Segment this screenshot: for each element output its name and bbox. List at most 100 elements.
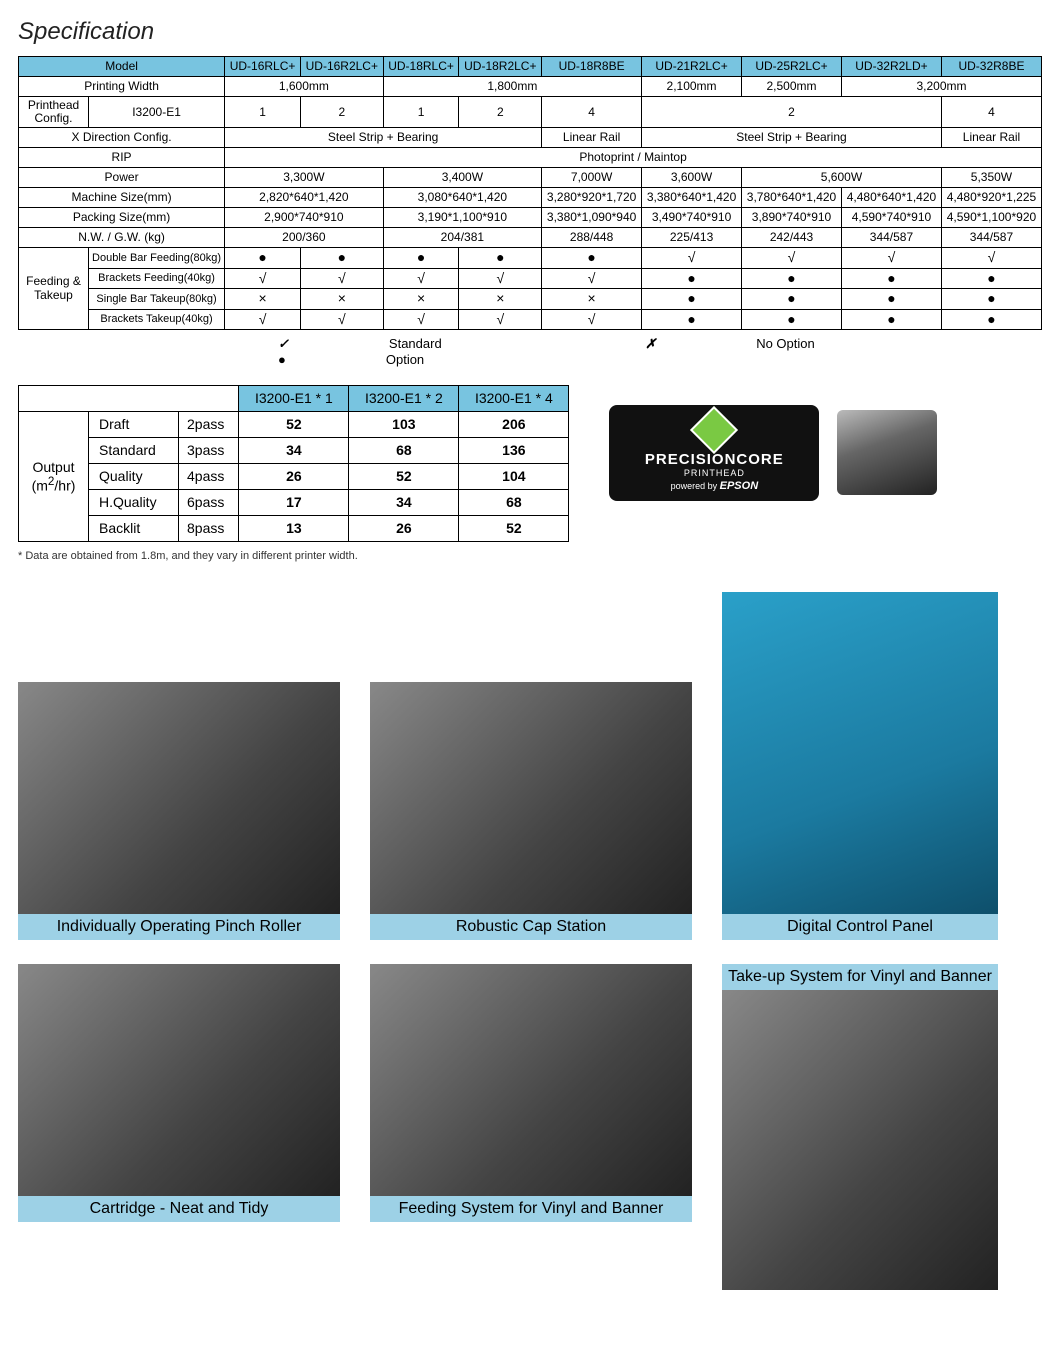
spec-row-label: Packing Size(mm) bbox=[19, 208, 225, 228]
spec-cell: 3,380*1,090*940 bbox=[542, 208, 642, 228]
spec-cell: 4,480*640*1,420 bbox=[841, 188, 941, 208]
spec-cell: 2 bbox=[642, 97, 942, 128]
feeding-sym: ● bbox=[841, 268, 941, 288]
printhead-photo bbox=[837, 410, 937, 495]
spec-row-label: Printhead Config. bbox=[19, 97, 89, 128]
diamond-icon bbox=[690, 406, 738, 454]
legend-option-sym: ● bbox=[278, 352, 286, 367]
spec-row-label: X Direction Config. bbox=[19, 128, 225, 148]
spec-row-label: Printing Width bbox=[19, 77, 225, 97]
spec-cell: 2,900*740*910 bbox=[225, 208, 384, 228]
model-col: UD-18RLC+ bbox=[383, 57, 459, 77]
spec-cell: 3,400W bbox=[383, 168, 542, 188]
feeding-sym: √ bbox=[642, 248, 742, 268]
feeding-sym: × bbox=[300, 289, 383, 309]
spec-table: Model UD-16RLC+ UD-16R2LC+ UD-18RLC+ UD-… bbox=[18, 56, 1042, 330]
spec-row-label: Machine Size(mm) bbox=[19, 188, 225, 208]
model-label: Model bbox=[19, 57, 225, 77]
feeding-sym: × bbox=[383, 289, 459, 309]
output-mode: H.Quality bbox=[89, 489, 179, 515]
spec-cell: 3,190*1,100*910 bbox=[383, 208, 542, 228]
spec-cell: 3,490*740*910 bbox=[642, 208, 742, 228]
output-group-label: Output(m2/hr) bbox=[19, 411, 89, 541]
output-value: 104 bbox=[459, 463, 569, 489]
spec-cell: Photoprint / Maintop bbox=[225, 148, 1042, 168]
spec-cell: 5,350W bbox=[941, 168, 1041, 188]
spec-cell: 3,780*640*1,420 bbox=[742, 188, 842, 208]
output-mode: Standard bbox=[89, 437, 179, 463]
output-mode: Quality bbox=[89, 463, 179, 489]
feeding-sym: ● bbox=[642, 268, 742, 288]
gallery-caption: Take-up System for Vinyl and Banner bbox=[722, 964, 998, 990]
feeding-sym: ● bbox=[941, 309, 1041, 329]
spec-cell: 4 bbox=[941, 97, 1041, 128]
output-mode: Draft bbox=[89, 411, 179, 437]
model-col: UD-32R8BE bbox=[941, 57, 1041, 77]
feeding-sym: ● bbox=[383, 248, 459, 268]
spec-cell: 2 bbox=[300, 97, 383, 128]
spec-cell: Linear Rail bbox=[542, 128, 642, 148]
feeding-sym: √ bbox=[383, 309, 459, 329]
spec-cell: Steel Strip + Bearing bbox=[225, 128, 542, 148]
feeding-row-label: Single Bar Takeup(80kg) bbox=[89, 289, 225, 309]
gallery-card: Feeding System for Vinyl and Banner bbox=[370, 964, 692, 1222]
spec-cell: 3,200mm bbox=[841, 77, 1041, 97]
spec-cell: 1,800mm bbox=[383, 77, 641, 97]
feeding-sym: ● bbox=[225, 248, 301, 268]
model-col: UD-18R8BE bbox=[542, 57, 642, 77]
spec-cell: 3,600W bbox=[642, 168, 742, 188]
feeding-sym: √ bbox=[383, 268, 459, 288]
feeding-sym: × bbox=[459, 289, 542, 309]
legend-nooption: No Option bbox=[756, 336, 815, 351]
output-pass: 8pass bbox=[179, 515, 239, 541]
output-value: 26 bbox=[349, 515, 459, 541]
feeding-sym: √ bbox=[542, 268, 642, 288]
legend: ✓Standard ✗No Option ●Option bbox=[18, 336, 1042, 367]
feeding-sym: ● bbox=[941, 268, 1041, 288]
output-value: 68 bbox=[459, 489, 569, 515]
feeding-sym: √ bbox=[300, 309, 383, 329]
feeding-sym: √ bbox=[941, 248, 1041, 268]
output-pass: 3pass bbox=[179, 437, 239, 463]
gallery-image bbox=[370, 682, 692, 914]
spec-cell: 200/360 bbox=[225, 228, 384, 248]
spec-cell: 288/448 bbox=[542, 228, 642, 248]
output-value: 206 bbox=[459, 411, 569, 437]
feeding-sym: ● bbox=[742, 309, 842, 329]
output-pass: 6pass bbox=[179, 489, 239, 515]
spec-header-row: Model UD-16RLC+ UD-16R2LC+ UD-18RLC+ UD-… bbox=[19, 57, 1042, 77]
feeding-sym: ● bbox=[642, 289, 742, 309]
feeding-sym: ● bbox=[459, 248, 542, 268]
spec-cell: 204/381 bbox=[383, 228, 542, 248]
feeding-sym: ● bbox=[841, 289, 941, 309]
model-col: UD-16RLC+ bbox=[225, 57, 301, 77]
feeding-sym: × bbox=[542, 289, 642, 309]
spec-cell: 242/443 bbox=[742, 228, 842, 248]
gallery-image bbox=[722, 990, 998, 1290]
gallery-caption: Robustic Cap Station bbox=[370, 914, 692, 940]
gallery-card: Robustic Cap Station bbox=[370, 682, 692, 940]
feeding-sym: ● bbox=[742, 289, 842, 309]
output-value: 13 bbox=[239, 515, 349, 541]
spec-cell: Steel Strip + Bearing bbox=[642, 128, 942, 148]
output-head: I3200-E1 * 2 bbox=[349, 385, 459, 411]
gallery-image bbox=[370, 964, 692, 1196]
feeding-sym: ● bbox=[941, 289, 1041, 309]
output-value: 52 bbox=[459, 515, 569, 541]
feeding-sym: ● bbox=[642, 309, 742, 329]
output-value: 52 bbox=[239, 411, 349, 437]
feeding-group-label: Feeding & Takeup bbox=[19, 248, 89, 330]
spec-cell: Linear Rail bbox=[941, 128, 1041, 148]
spec-cell: 2,100mm bbox=[642, 77, 742, 97]
spec-cell: 2,500mm bbox=[742, 77, 842, 97]
spec-row-sublabel: I3200-E1 bbox=[89, 97, 225, 128]
feeding-sym: √ bbox=[841, 248, 941, 268]
legend-standard: Standard bbox=[389, 336, 442, 351]
spec-row-label: Power bbox=[19, 168, 225, 188]
feeding-sym: √ bbox=[742, 248, 842, 268]
gallery-caption: Feeding System for Vinyl and Banner bbox=[370, 1196, 692, 1222]
spec-cell: 4,590*1,100*920 bbox=[941, 208, 1041, 228]
model-col: UD-32R2LD+ bbox=[841, 57, 941, 77]
feeding-sym: ● bbox=[742, 268, 842, 288]
feeding-row-label: Brackets Feeding(40kg) bbox=[89, 268, 225, 288]
